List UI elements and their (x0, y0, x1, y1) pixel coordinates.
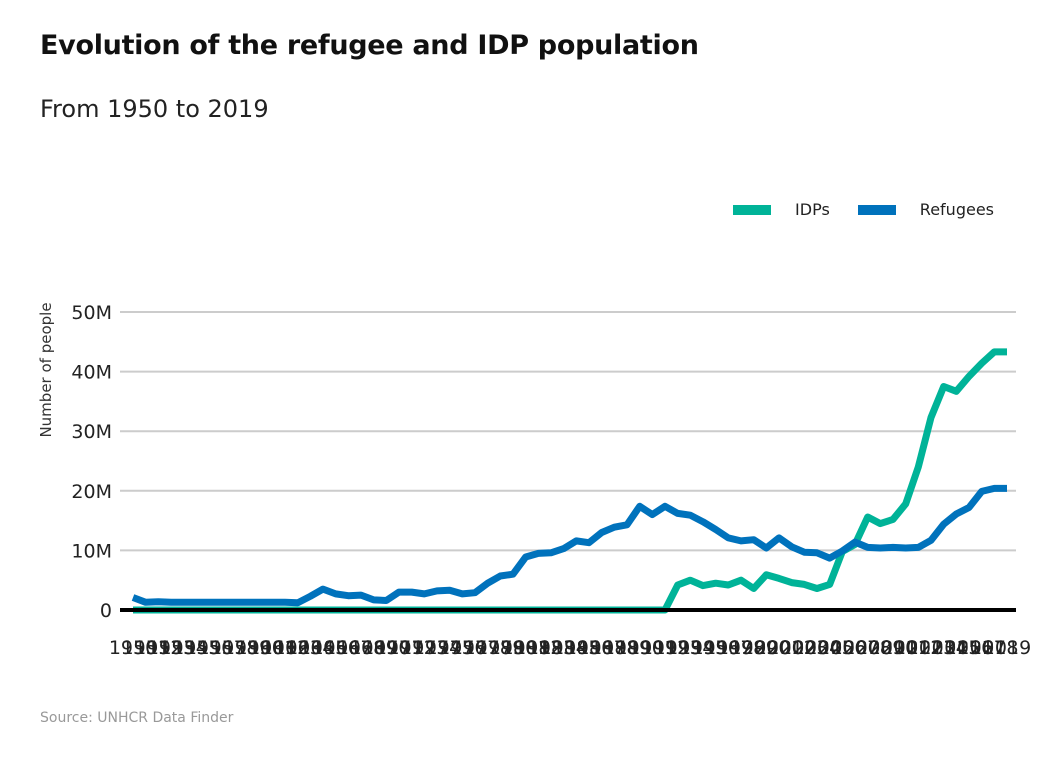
chart-subtitle: From 1950 to 2019 (40, 95, 269, 123)
series-line-idps[interactable] (133, 348, 1007, 614)
x-tick-label: 1963 (273, 637, 321, 659)
x-tick-label: 2006 (818, 637, 866, 659)
x-tick-label: 2001 (755, 637, 803, 659)
x-tick-label: 1997 (704, 637, 752, 659)
x-tick-label: 2004 (793, 637, 841, 659)
series-line-refugees[interactable] (131, 484, 1007, 607)
y-axis-label: Number of people (37, 302, 55, 437)
x-tick-label: 2009 (856, 637, 904, 659)
x-tick-label: 1981 (501, 637, 549, 659)
legend-item-idps[interactable]: IDPs (733, 200, 830, 219)
y-tick-label: 30M (71, 421, 112, 443)
x-tick-label: 2000 (742, 637, 790, 659)
x-tick-label: 1984 (539, 637, 587, 659)
legend-label-refugees: Refugees (919, 200, 994, 219)
x-tick-label: 1987 (577, 637, 625, 659)
x-tick-label: 2019 (983, 637, 1031, 659)
x-tick-label: 1990 (615, 637, 663, 659)
x-tick-label: 1982 (514, 637, 562, 659)
x-tick-label: 1977 (451, 637, 499, 659)
x-tick-label: 1993 (653, 637, 701, 659)
x-tick-label: 1960 (235, 637, 283, 659)
y-tick-label: 20M (71, 481, 112, 503)
x-tick-label: 2015 (932, 637, 980, 659)
x-tick-label: 2013 (907, 637, 955, 659)
x-tick-label: 1992 (641, 637, 689, 659)
x-tick-label: 1989 (603, 637, 651, 659)
x-tick-label: 1970 (362, 637, 410, 659)
x-tick-label: 1974 (413, 637, 461, 659)
x-tick-label: 1985 (552, 637, 600, 659)
grid-lines (120, 311, 1016, 552)
y-tick-label: 40M (71, 362, 112, 384)
x-tick-label: 1983 (527, 637, 575, 659)
legend-swatch-idps (733, 204, 772, 215)
x-tick-label: 2002 (767, 637, 815, 659)
x-tick-label: 1961 (248, 637, 296, 659)
x-tick-label: 1980 (489, 637, 537, 659)
x-tick-label: 1966 (311, 637, 359, 659)
x-tick-label: 1972 (387, 637, 435, 659)
x-tick-label: 2016 (945, 637, 993, 659)
x-tick-label: 2008 (843, 637, 891, 659)
x-tick-label: 1975 (425, 637, 473, 659)
source-note: Source: UNHCR Data Finder (40, 710, 234, 726)
x-tick-label: 1999 (729, 637, 777, 659)
x-tick-label: 1952 (134, 637, 182, 659)
x-tick-label: 1978 (463, 637, 511, 659)
x-tick-label: 2012 (894, 637, 942, 659)
series-lines (131, 348, 1007, 614)
x-tick-labels: 1950195119521953195419551956195719581959… (109, 637, 1031, 659)
x-tick-label: 1979 (476, 637, 524, 659)
legend-item-refugees[interactable]: Refugees (857, 200, 994, 219)
x-tick-label: 1956 (185, 637, 233, 659)
x-tick-label: 1965 (299, 637, 347, 659)
x-tick-label: 2018 (970, 637, 1018, 659)
x-tick-label: 1995 (679, 637, 727, 659)
x-tick-label: 1988 (590, 637, 638, 659)
x-tick-label: 2007 (831, 637, 879, 659)
x-tick-label: 1994 (666, 637, 714, 659)
x-tick-label: 1957 (197, 637, 245, 659)
x-tick-label: 1954 (159, 637, 207, 659)
x-tick-label: 1958 (210, 637, 258, 659)
x-tick-label: 2017 (957, 637, 1005, 659)
x-tick-label: 1968 (337, 637, 385, 659)
x-tick-label: 1959 (223, 637, 271, 659)
y-tick-label: 0 (100, 600, 112, 622)
x-tick-label: 2010 (869, 637, 917, 659)
x-tick-label: 1969 (349, 637, 397, 659)
x-tick-label: 1986 (565, 637, 613, 659)
x-tick-label: 1964 (286, 637, 334, 659)
x-tick-label: 1967 (324, 637, 372, 659)
y-tick-label: 50M (71, 302, 112, 324)
x-tick-label: 2014 (919, 637, 967, 659)
x-tick-label: 2011 (881, 637, 929, 659)
legend: IDPs Refugees (705, 200, 994, 219)
x-tick-label: 1950 (109, 637, 157, 659)
x-tick-label: 1971 (375, 637, 423, 659)
x-tick-label: 2005 (805, 637, 853, 659)
x-tick-label: 1955 (172, 637, 220, 659)
x-tick-label: 1962 (261, 637, 309, 659)
x-tick-label: 1973 (400, 637, 448, 659)
y-tick-label: 10M (71, 540, 112, 562)
x-tick-label: 2003 (780, 637, 828, 659)
x-tick-label: 1953 (147, 637, 195, 659)
x-tick-label: 1996 (691, 637, 739, 659)
x-tick-label: 1976 (438, 637, 486, 659)
legend-label-idps: IDPs (795, 200, 830, 219)
x-tick-label: 1991 (628, 637, 676, 659)
y-tick-labels: 0 10M 20M 30M 40M 50M (71, 302, 112, 622)
x-tick-label: 1998 (717, 637, 765, 659)
x-tick-label: 1951 (121, 637, 169, 659)
legend-swatch-refugees (857, 204, 896, 215)
chart-title: Evolution of the refugee and IDP populat… (40, 30, 699, 61)
